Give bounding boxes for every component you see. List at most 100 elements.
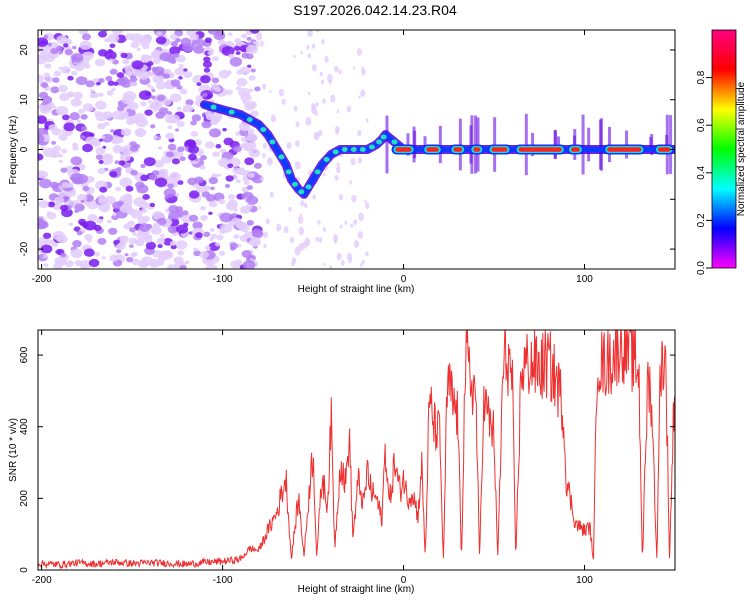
noise-blob [208,211,213,215]
noise-blob [150,86,155,90]
noise-blob [57,153,63,158]
noise-blob [38,170,45,179]
noise-blob [256,32,263,41]
noise-blob [101,135,106,139]
ridge-dot [368,144,375,150]
noise-blob [241,193,247,198]
noise-blob [124,253,129,257]
noise-blob [247,172,255,178]
noise-blob [357,129,362,137]
noise-blob [239,66,251,75]
noise-blob [156,94,166,102]
noise-blob [82,143,93,153]
noise-blob [61,66,71,74]
noise-blob [38,237,50,246]
spectral-streak [581,114,585,175]
noise-blob [142,193,150,200]
noise-blob [269,191,274,198]
noise-blob [146,84,152,88]
noise-blob [38,220,49,229]
snr-panel: -200 -100 0 100 0 200 400 600 Height of straig… [8,329,676,595]
noise-blob [120,52,128,59]
noise-blob [336,166,341,174]
noise-blob [158,168,169,177]
noise-blob [295,121,300,128]
noise-blob [350,157,356,166]
ridge-dot [210,104,217,110]
noise-blob [336,252,342,261]
noise-blob [313,131,320,141]
noise-blob [212,151,220,158]
noise-blob [294,160,301,170]
noise-blob [344,220,348,225]
noise-blob [52,105,57,109]
noise-blob [207,261,214,266]
noise-blob [111,137,121,145]
noise-blob [136,47,141,52]
noise-blob [178,76,183,80]
strong-segment-core [491,147,508,152]
noise-blob [357,157,363,164]
noise-blob [61,182,70,189]
noise-blob [329,265,333,269]
ridge-dot [350,147,357,152]
noise-blob [74,260,83,267]
noise-blob [95,58,106,67]
noise-blob [218,157,231,168]
noise-blob [43,263,49,268]
noise-blob [109,129,115,133]
noise-blob [101,133,114,143]
noise-blob [225,89,234,95]
noise-blob [156,31,163,36]
noise-blob [38,200,49,209]
noise-blob [147,71,155,77]
noise-blob [190,131,199,137]
noise-blob [299,213,303,217]
strong-segment-core [518,147,562,152]
noise-blob [351,194,357,203]
spectrogram-y-ticks: -20 -10 0 10 20 [19,44,675,256]
snr-x-ticks: -200 -100 0 100 [32,330,593,586]
noise-blob [157,146,163,150]
colorbar-ticks: 0.0 0.2 0.4 0.6 0.8 [696,70,712,275]
noise-blob [58,134,68,141]
noise-blob [292,257,297,265]
noise-blob [130,169,138,176]
noise-blob [211,77,220,84]
noise-blob [210,233,218,239]
ridge-dot [228,109,235,115]
noise-blob [185,99,194,106]
noise-blob [44,63,52,69]
noise-blob [263,243,267,249]
noise-blob [243,180,250,186]
noise-blob [312,194,316,200]
noise-blob [60,252,67,258]
noise-blob [113,81,119,86]
noise-blob [76,230,83,236]
noise-blob [123,91,137,102]
spectrogram-ridge [199,100,675,199]
noise-blob [147,61,154,67]
noise-blob [160,234,166,238]
noise-blob [115,186,122,192]
snr-background [38,330,675,570]
noise-blob [126,256,134,263]
noise-blob [173,53,180,58]
noise-blob [140,54,149,61]
noise-blob [81,33,91,41]
noise-blob [314,111,318,116]
noise-blob [122,58,130,65]
ridge-dot [391,139,398,145]
noise-blob [241,33,248,39]
noise-blob [185,260,190,265]
noise-blob [176,120,185,128]
noise-blob [209,237,214,241]
noise-blob [205,263,218,269]
noise-blob [338,69,342,75]
noise-blob [353,219,358,226]
noise-blob [307,53,312,59]
noise-blob [319,71,323,77]
noise-blob [95,154,103,160]
